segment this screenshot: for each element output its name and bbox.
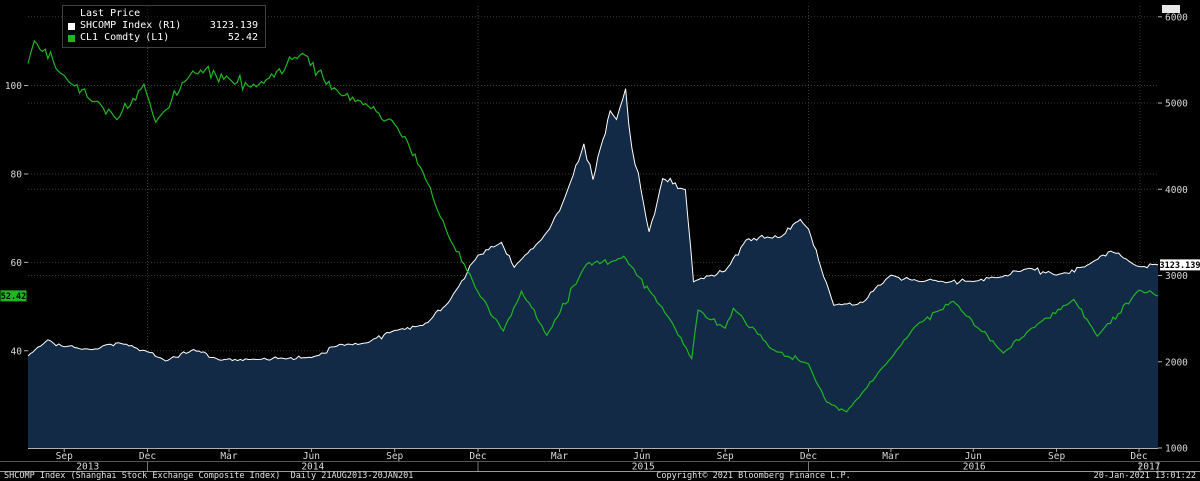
legend-item-cl1[interactable]: CL1 Comdty (L1) 52.42: [68, 32, 258, 44]
year-label: 2016: [963, 462, 986, 473]
month-label: Mar: [882, 451, 899, 462]
year-label: 2017: [1138, 462, 1161, 473]
shcomp-last-price-tag: [1160, 259, 1200, 271]
month-label: Jun: [303, 451, 320, 462]
legend-series-value: 3123.139: [209, 20, 258, 31]
left-axis-label: 40: [11, 346, 23, 357]
right-axis-label: 3000: [1165, 271, 1188, 282]
year-label: 2014: [301, 462, 324, 473]
left-axis-label: 100: [5, 81, 22, 92]
month-label: Dec: [469, 451, 486, 462]
month-label: Dec: [1130, 451, 1147, 462]
month-label: Sep: [1048, 451, 1065, 462]
cl1-price-line[interactable]: [27, 39, 1159, 413]
month-label: Sep: [56, 451, 73, 462]
footer-copyright: Copyright© 2021 Bloomberg Finance L.P.: [656, 471, 851, 481]
shcomp-last-price-text: 3123.139: [1160, 261, 1200, 271]
year-label: 2015: [632, 462, 655, 473]
shcomp-price-line[interactable]: [27, 88, 1159, 362]
month-label: Jun: [965, 451, 982, 462]
month-label: Sep: [717, 451, 734, 462]
footer-bar: SHCOMP Index (Shanghai Stock Exchange Co…: [0, 471, 1200, 481]
cl1-last-price-text: 52.42: [1, 292, 27, 302]
right-axis-label: 6000: [1165, 12, 1188, 23]
shcomp-area-fill: [28, 88, 1158, 448]
month-label: Jun: [633, 451, 650, 462]
shcomp-series-swatch-icon: [68, 22, 75, 30]
right-axis-label: 4000: [1165, 185, 1188, 196]
footer-security-info: SHCOMP Index (Shanghai Stock Exchange Co…: [4, 471, 414, 481]
cl1-series-swatch-icon: [68, 34, 75, 42]
year-label: 2013: [76, 462, 99, 473]
month-label: Mar: [220, 451, 237, 462]
legend-title: Last Price: [80, 8, 141, 19]
cl1-last-price-tag: [0, 290, 27, 302]
legend-series-name: CL1 Comdty: [80, 32, 141, 43]
left-axis-label: 80: [11, 169, 23, 180]
legend-axis-tag: (R1): [157, 20, 182, 31]
left-axis-label: 60: [11, 258, 23, 269]
legend-axis-tag: (L1): [145, 32, 170, 43]
chart-legend: Last Price SHCOMP Index (R1) 3123.139 CL…: [62, 5, 266, 48]
right-axis-label: 5000: [1165, 99, 1188, 110]
right-axis-label: 1000: [1165, 444, 1188, 455]
month-label: Mar: [551, 451, 568, 462]
footer-timestamp: 20-Jan-2021 13:01:22: [1093, 471, 1196, 481]
legend-series-name: SHCOMP Index: [80, 20, 153, 31]
month-label: Dec: [139, 451, 156, 462]
chart-corner-handle[interactable]: [1162, 5, 1180, 13]
right-axis-label: 2000: [1165, 357, 1188, 368]
legend-series-value: 52.42: [227, 32, 258, 43]
month-label: Sep: [386, 451, 403, 462]
month-label: Dec: [800, 451, 817, 462]
legend-item-shcomp[interactable]: SHCOMP Index (R1) 3123.139: [68, 20, 258, 32]
